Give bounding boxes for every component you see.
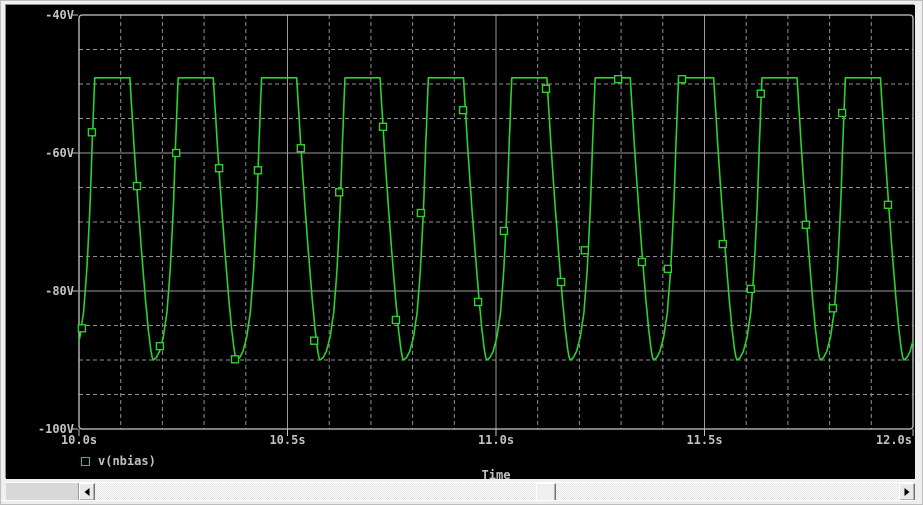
data-point-marker: [541, 84, 551, 94]
data-point-marker: [87, 128, 97, 137]
data-point-marker: [883, 200, 893, 210]
x-tick-label: 11.0s: [477, 433, 515, 447]
data-point-marker: [378, 122, 388, 132]
data-point-marker: [677, 74, 687, 84]
left-arrow-icon: [84, 488, 90, 496]
data-point-marker: [214, 163, 224, 173]
x-tick-label: 12.0s: [875, 433, 912, 447]
scrollbar-track[interactable]: [95, 483, 899, 502]
window-bottom-border: [1, 500, 922, 504]
data-point-marker: [580, 246, 589, 255]
data-point-marker: [230, 355, 240, 364]
x-tick-label: 10.0s: [60, 433, 98, 447]
trace-name-label[interactable]: v(nbias): [98, 454, 156, 468]
data-point-marker: [828, 304, 838, 313]
y-tick-label: -80V: [45, 284, 74, 298]
data-point-marker: [391, 315, 401, 325]
window-right-border: [915, 1, 922, 504]
scrollbar-gutter: [6, 483, 79, 501]
data-point-marker: [801, 220, 810, 230]
x-axis-title: Time: [481, 468, 511, 482]
data-point-marker: [499, 226, 509, 236]
data-point-marker: [310, 336, 319, 345]
scroll-left-button[interactable]: [79, 483, 95, 501]
data-point-marker: [637, 257, 647, 267]
x-tick-label: 11.5s: [686, 433, 723, 447]
data-point-marker: [77, 324, 87, 333]
data-point-marker: [718, 239, 727, 249]
data-point-marker: [335, 188, 344, 197]
data-point-marker: [458, 105, 468, 115]
data-point-marker: [155, 342, 165, 351]
data-point-marker: [416, 208, 426, 218]
data-point-marker: [556, 277, 566, 287]
data-point-marker: [171, 148, 181, 158]
data-point-marker: [837, 108, 847, 118]
scroll-right-button[interactable]: [899, 483, 915, 501]
x-tick-label: 10.5s: [269, 433, 306, 447]
data-point-marker: [663, 264, 672, 274]
trace-legend[interactable]: v(nbias): [81, 454, 156, 468]
y-tick-label: -40V: [45, 8, 74, 22]
data-point-marker: [296, 143, 305, 153]
data-point-marker: [614, 74, 623, 84]
horizontal-scrollbar[interactable]: [6, 482, 915, 502]
y-tick-label: -60V: [45, 146, 74, 160]
trace-v-nbias[interactable]: [77, 74, 914, 364]
data-point-marker: [756, 89, 765, 98]
trace-symbol-icon: [81, 456, 90, 466]
data-point-marker: [746, 284, 755, 294]
y-tick-label: -100V: [37, 422, 74, 436]
right-arrow-icon: [904, 488, 910, 496]
data-point-marker: [253, 166, 263, 175]
data-point-marker: [473, 297, 483, 307]
data-point-marker: [132, 181, 142, 191]
